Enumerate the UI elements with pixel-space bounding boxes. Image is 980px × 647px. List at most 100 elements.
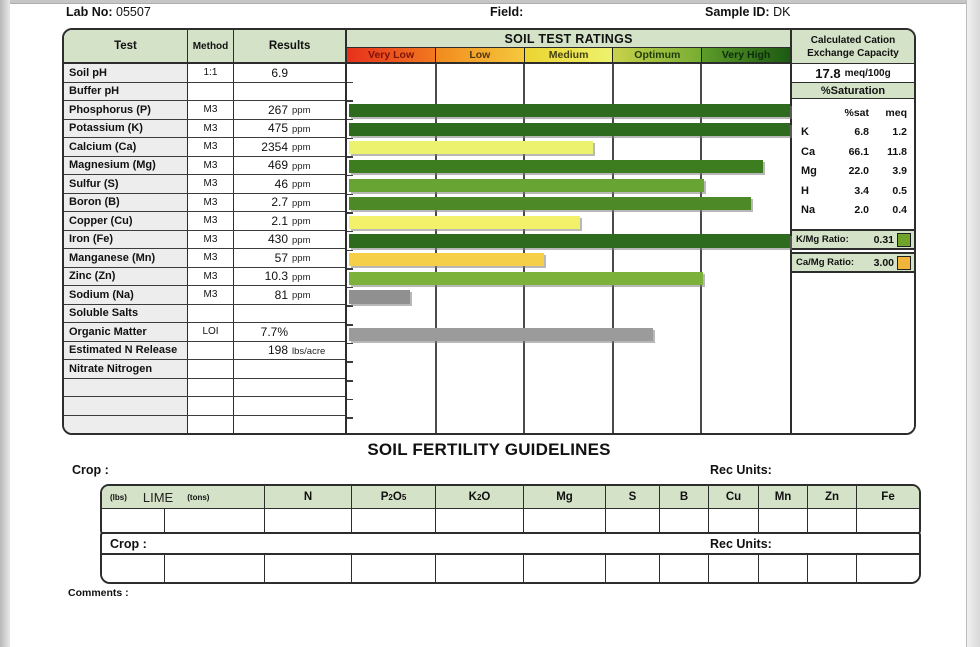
method-cell: M3 — [188, 267, 234, 285]
test-name-cell: Manganese (Mn) — [64, 249, 188, 267]
result-value: 10.3 — [264, 269, 288, 284]
crop-empty-cell — [709, 555, 759, 582]
rating-zone-medium: Medium — [523, 48, 613, 62]
method-cell: LOI — [188, 323, 234, 341]
soil-ratings-chart: SOIL TEST RATINGS Very Low Low Medium Optim… — [347, 30, 790, 433]
test-name-cell — [64, 415, 188, 433]
result-value: 475 — [267, 121, 288, 136]
test-name-cell: Soluble Salts — [64, 304, 188, 322]
lime-column-header: (lbs) LIME (tons) — [102, 486, 265, 508]
test-name-cell: Calcium (Ca) — [64, 138, 188, 156]
test-name-cell: Buffer pH — [64, 82, 188, 100]
saturation-element: Mg — [801, 165, 817, 178]
results-cell — [234, 360, 345, 378]
ratio-value: 3.00 — [873, 256, 894, 269]
rating-zone-label: Optimum — [634, 49, 681, 61]
method-cell: M3 — [188, 119, 234, 137]
results-cell: 10.3 ppm — [234, 268, 345, 286]
lab-no-value: 05507 — [116, 5, 151, 19]
test-name-cell: Sulfur (S) — [64, 175, 188, 193]
crop-line-2: Crop : Rec Units: — [102, 534, 919, 555]
sample-id-field: Sample ID: DK — [705, 5, 790, 19]
soil-test-row: Soil pH 1:1 6.9 — [64, 64, 346, 83]
rec-empty-cell — [808, 509, 857, 532]
soil-test-row: Copper (Cu) M3 2.1 ppm — [64, 212, 346, 231]
chart-tick — [347, 361, 354, 363]
crop-empty-cell — [606, 555, 660, 582]
chart-tick — [347, 174, 354, 177]
rating-bar — [349, 178, 704, 192]
method-cell: M3 — [188, 138, 234, 156]
rating-bar — [349, 327, 653, 341]
results-cell: 46 ppm — [234, 175, 345, 193]
results-cell: 430 ppm — [234, 231, 345, 249]
soil-test-row: Calcium (Ca) M3 2354 ppm — [64, 138, 346, 157]
soil-test-row — [64, 378, 346, 397]
cec-panel: Calculated Cation Exchange Capacity 17.8… — [790, 30, 914, 433]
rec-empty-cell — [165, 509, 265, 532]
results-cell: 267 ppm — [234, 101, 345, 119]
rating-zone-label: Low — [469, 49, 491, 61]
rec-empty-cell — [606, 509, 660, 532]
rating-bar — [349, 271, 704, 285]
results-cell: 6.9 — [234, 64, 345, 82]
chart-tick — [347, 100, 354, 102]
results-cell: 2.7 ppm — [234, 194, 345, 212]
crop-empty-cell — [759, 555, 808, 582]
result-unit: ppm — [292, 271, 311, 283]
cec-title-line1: Calculated Cation — [810, 35, 896, 46]
rating-bar — [349, 103, 790, 118]
rec-col-header-cu: Cu — [709, 486, 759, 508]
crop-empty-cell — [808, 555, 857, 582]
rating-zone-very-low: Very Low — [347, 48, 435, 62]
test-name-cell — [64, 378, 188, 396]
results-cell: 198 lbs/acre — [234, 342, 345, 360]
camg-ratio-row: Ca/Mg Ratio: 3.00 — [792, 252, 914, 273]
crop-empty-cell — [165, 555, 265, 582]
result-value: 57 — [274, 250, 288, 265]
rating-zone-very-high: Very High — [701, 48, 790, 62]
rating-zone-label: Very High — [721, 49, 771, 61]
result-value: 7.7% — [260, 324, 288, 339]
page-right-edge — [966, 0, 980, 647]
test-table-header: Test Method Results — [64, 30, 346, 64]
chart-tick — [347, 268, 354, 270]
crop-empty-row — [102, 555, 919, 582]
field-label: Field: — [490, 5, 524, 19]
fertility-guidelines-table: (lbs) LIME (tons) N P 2 O 5 K 2 O Mg S B Cu Mn Zn Fe — [100, 484, 921, 534]
results-cell: 57 ppm — [234, 249, 345, 267]
rec-empty-cell — [524, 509, 606, 532]
method-cell — [188, 82, 234, 100]
rec-col-header-mn: Mn — [759, 486, 808, 508]
crop-empty-cell — [660, 555, 709, 582]
test-rows: Soil pH 1:1 6.9 Buffer pH Phosphorus (P) M3 26… — [64, 64, 346, 433]
crop-empty-cell — [524, 555, 606, 582]
result-value: 2.7 — [271, 195, 288, 210]
saturation-row: Na 2.0 0.4 — [801, 201, 907, 221]
rec-empty-cell — [709, 509, 759, 532]
cec-title: Calculated Cation Exchange Capacity — [792, 30, 914, 64]
method-cell: M3 — [188, 212, 234, 230]
rec-col-header-b: B — [660, 486, 709, 508]
saturation-title: %Saturation — [792, 83, 914, 99]
result-unit: ppm — [292, 105, 311, 117]
soil-test-row: Phosphorus (P) M3 267 ppm — [64, 101, 346, 120]
lab-no-field: Lab No: 05507 — [66, 5, 151, 19]
results-cell: 2.1 ppm — [234, 212, 345, 230]
result-value: 2354 — [261, 139, 288, 154]
guidelines-empty-row — [102, 509, 919, 532]
chart-gridline — [434, 64, 437, 433]
result-unit: ppm — [292, 234, 311, 246]
ratio-label: Ca/Mg Ratio: — [796, 257, 855, 268]
result-unit: ppm — [292, 142, 311, 154]
rating-bar — [349, 122, 790, 136]
rec-empty-cell — [352, 509, 436, 532]
soil-test-row — [64, 397, 346, 416]
method-cell: M3 — [188, 101, 234, 119]
test-name-cell: Sodium (Na) — [64, 286, 188, 304]
saturation-meq: 0.5 — [892, 184, 907, 197]
chart-tick — [347, 249, 354, 251]
saturation-element: K — [801, 126, 809, 139]
crop-empty-cell — [436, 555, 524, 582]
